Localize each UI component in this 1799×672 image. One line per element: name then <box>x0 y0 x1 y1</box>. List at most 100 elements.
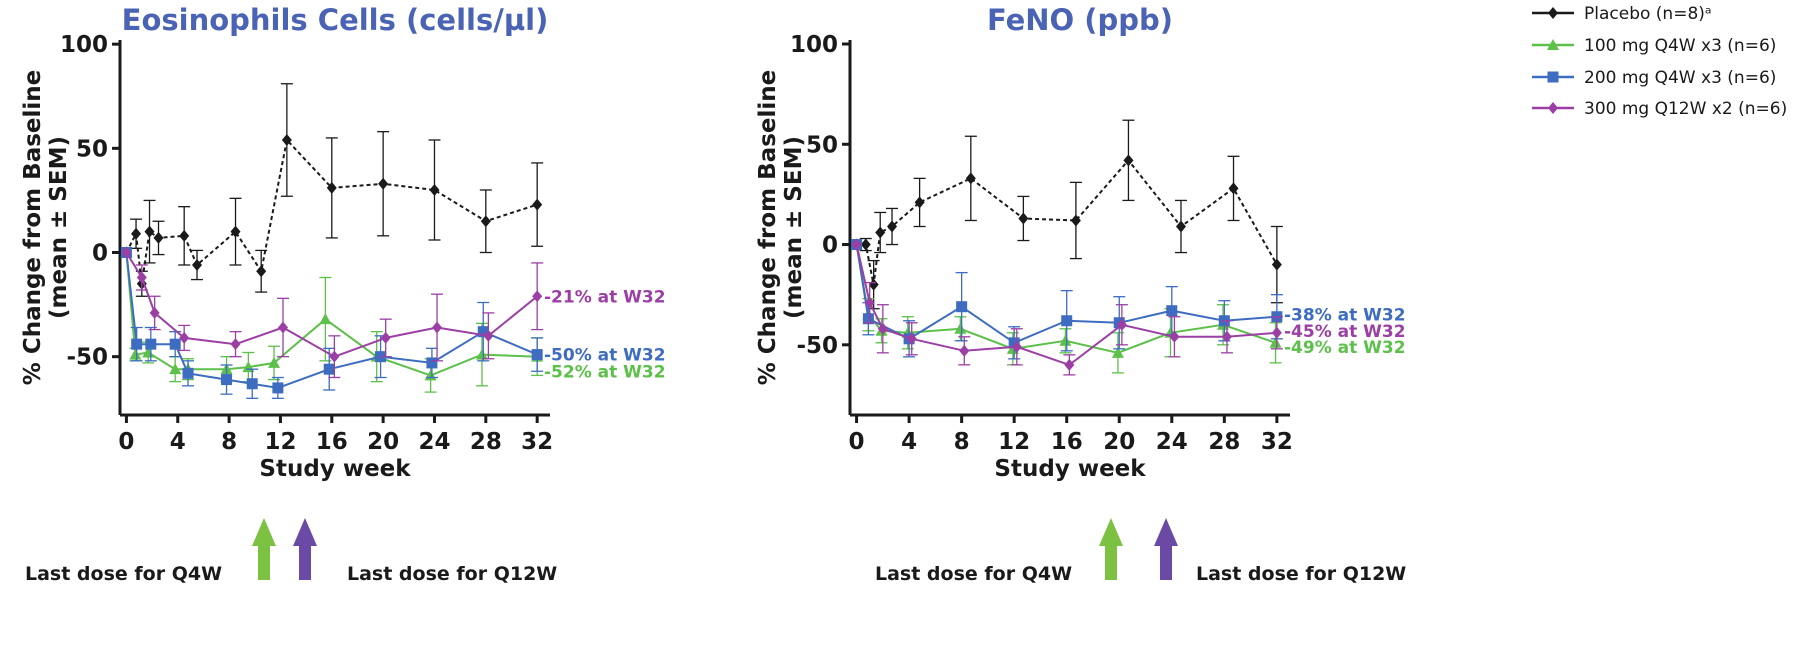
data-point <box>272 382 284 394</box>
data-point <box>268 356 281 368</box>
data-point <box>131 227 142 240</box>
data-point <box>1064 358 1075 371</box>
dose-arrow-head <box>293 518 317 546</box>
data-point <box>959 344 970 357</box>
y-tick-label: 50 <box>806 132 838 158</box>
legend-label: Placebo (n=8)ᵃ <box>1584 4 1712 24</box>
dose-label: Last dose for Q12W <box>1196 563 1406 585</box>
series-200-mg-q4w-x3 <box>120 247 544 399</box>
data-point <box>875 226 886 239</box>
data-point <box>179 229 190 242</box>
annotation-label: -21% at W32 <box>544 287 666 307</box>
annotation-label: -49% at W32 <box>1284 338 1406 358</box>
data-point <box>426 357 438 369</box>
data-point <box>531 349 543 361</box>
data-point <box>129 348 142 360</box>
series-line <box>125 251 538 358</box>
series-300-mg-q12w-x2 <box>121 246 544 379</box>
data-point <box>914 196 925 209</box>
x-tick-label: 16 <box>316 429 348 455</box>
data-point <box>1061 315 1073 327</box>
data-point <box>1070 214 1081 227</box>
data-point <box>131 338 143 350</box>
chart-title: FeNO (ppb) <box>987 3 1173 37</box>
data-point <box>868 278 879 291</box>
data-point <box>480 215 491 228</box>
data-point <box>477 326 489 338</box>
data-point <box>1059 334 1072 346</box>
data-point <box>877 322 888 335</box>
dose-arrow <box>1160 545 1172 580</box>
x-tick-label: 8 <box>954 429 970 455</box>
data-point <box>475 348 488 360</box>
data-point <box>906 332 917 345</box>
legend-entry-100-mg-q4w-x3: 100 mg Q4W x3 (n=6) <box>1532 36 1776 56</box>
x-tick-label: 4 <box>901 429 917 455</box>
legend-label: 100 mg Q4W x3 (n=6) <box>1584 36 1776 56</box>
annotation-label: -52% at W32 <box>544 362 666 382</box>
chart-title: Eosinophils Cells (cells/µl) <box>122 3 549 37</box>
series-line <box>125 137 538 284</box>
x-tick-label: 28 <box>1208 429 1240 455</box>
annotation-label: -50% at W32 <box>544 346 666 366</box>
x-tick-label: 28 <box>470 429 502 455</box>
x-tick-label: 20 <box>367 429 399 455</box>
y-tick-label: 0 <box>92 241 108 267</box>
data-point <box>965 172 976 185</box>
legend-entry-300-mg-q12w-x2: 300 mg Q12W x2 (n=6) <box>1532 99 1787 119</box>
data-point <box>144 225 155 238</box>
legend-label: 300 mg Q12W x2 (n=6) <box>1584 99 1787 119</box>
dose-arrow-head <box>252 518 276 546</box>
feno-panel: FeNO (ppb) -50 0 50 100 0 4 8 12 16 20 24 28 32 Study … <box>755 3 1406 585</box>
y-tick-label: -50 <box>796 333 838 359</box>
data-point <box>532 290 543 303</box>
x-tick-label: 12 <box>264 429 296 455</box>
y-axis-title-line1: % Change from Baseline <box>20 70 46 385</box>
data-point <box>169 338 181 350</box>
data-point <box>246 378 258 390</box>
data-point <box>1169 330 1180 343</box>
y-tick-label: 100 <box>790 32 838 58</box>
legend-marker <box>1548 7 1558 19</box>
data-point <box>192 259 203 271</box>
data-point <box>1269 336 1282 348</box>
dose-arrow <box>299 545 311 580</box>
series-100-mg-q4w-x3 <box>850 238 1282 374</box>
data-point <box>230 225 241 238</box>
x-axis-title: Study week <box>259 456 411 482</box>
legend: Placebo (n=8)ᵃ 100 mg Q4W x3 (n=6) 200 mg … <box>1532 4 1787 119</box>
data-point <box>864 296 875 309</box>
x-tick-label: 12 <box>998 429 1030 455</box>
x-tick-label: 24 <box>1156 429 1188 455</box>
series-200-mg-q4w-x3 <box>851 239 1283 360</box>
dose-label: Last dose for Q4W <box>25 563 222 585</box>
series-line <box>855 244 1277 344</box>
data-point <box>862 313 874 325</box>
legend-label: 200 mg Q4W x3 (n=6) <box>1584 68 1776 88</box>
data-point <box>329 350 340 363</box>
data-point <box>1123 154 1134 167</box>
legend-marker <box>1547 39 1559 50</box>
data-point <box>256 265 267 278</box>
data-point <box>887 220 898 233</box>
data-point <box>145 338 157 350</box>
data-point <box>136 271 147 284</box>
data-point <box>532 198 543 211</box>
data-point <box>281 134 292 146</box>
legend-marker <box>1548 102 1558 114</box>
series-placebo <box>851 119 1283 310</box>
x-tick-label: 32 <box>1261 429 1293 455</box>
x-tick-label: 24 <box>418 429 450 455</box>
legend-entry-placebo: Placebo (n=8)ᵃ <box>1532 4 1712 24</box>
data-point <box>1221 330 1232 343</box>
data-point <box>956 301 968 313</box>
x-tick-label: 8 <box>221 429 237 455</box>
data-point <box>326 181 337 194</box>
dose-arrow <box>1105 545 1117 580</box>
y-tick-label: 50 <box>76 136 108 162</box>
data-point <box>429 184 440 196</box>
y-axis-title-line2: (mean ± SEM) <box>46 136 72 319</box>
data-point <box>179 331 190 344</box>
data-point <box>432 321 443 334</box>
